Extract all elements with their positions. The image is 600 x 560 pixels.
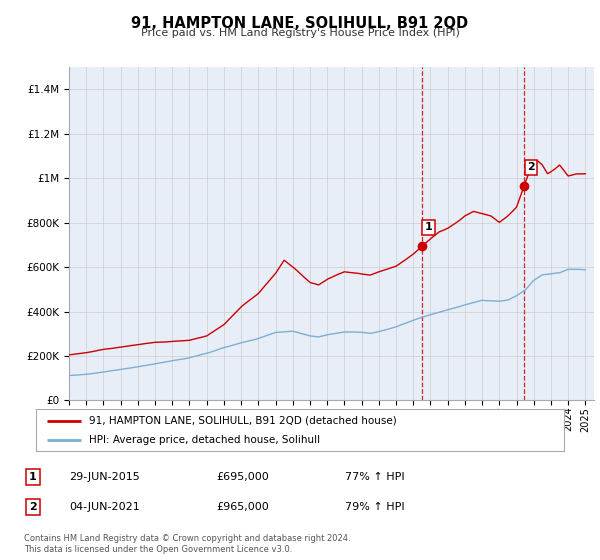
Text: This data is licensed under the Open Government Licence v3.0.: This data is licensed under the Open Gov… [24, 545, 292, 554]
Text: 04-JUN-2021: 04-JUN-2021 [69, 502, 140, 512]
Text: 2: 2 [527, 162, 535, 172]
Text: 91, HAMPTON LANE, SOLIHULL, B91 2QD: 91, HAMPTON LANE, SOLIHULL, B91 2QD [131, 16, 469, 31]
Text: 29-JUN-2015: 29-JUN-2015 [69, 472, 140, 482]
Text: 1: 1 [29, 472, 37, 482]
Text: 79% ↑ HPI: 79% ↑ HPI [345, 502, 404, 512]
Text: 77% ↑ HPI: 77% ↑ HPI [345, 472, 404, 482]
Text: 91, HAMPTON LANE, SOLIHULL, B91 2QD (detached house): 91, HAMPTON LANE, SOLIHULL, B91 2QD (det… [89, 416, 397, 426]
Text: £695,000: £695,000 [216, 472, 269, 482]
Text: 1: 1 [425, 222, 433, 232]
Text: HPI: Average price, detached house, Solihull: HPI: Average price, detached house, Soli… [89, 435, 320, 445]
Text: Contains HM Land Registry data © Crown copyright and database right 2024.: Contains HM Land Registry data © Crown c… [24, 534, 350, 543]
Text: Price paid vs. HM Land Registry's House Price Index (HPI): Price paid vs. HM Land Registry's House … [140, 28, 460, 38]
Text: 2: 2 [29, 502, 37, 512]
Text: £965,000: £965,000 [216, 502, 269, 512]
